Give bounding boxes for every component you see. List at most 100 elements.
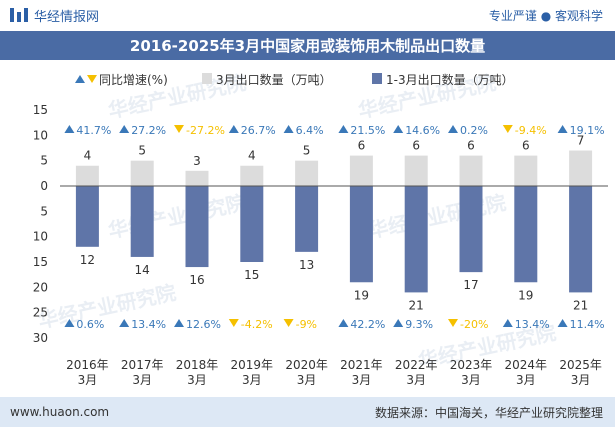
growth-monthly-label: -27.2% [186, 124, 225, 137]
growth-cumulative-up-triangle-icon [119, 319, 130, 327]
y-tick-label: 30 [33, 331, 48, 345]
y-tick-label: 20 [33, 280, 48, 294]
bar-cumulative [569, 186, 593, 293]
growth-monthly-label: 26.7% [241, 124, 276, 137]
bar-cumulative-label: 12 [80, 253, 95, 267]
bar-monthly [514, 155, 538, 186]
growth-cumulative-up-triangle-icon [174, 319, 184, 327]
bar-monthly [459, 155, 483, 186]
legend-growth-label: 同比增速(%) [99, 73, 168, 87]
x-tick-label: 2024年 3月 [505, 358, 548, 387]
x-tick-label: 2019年 3月 [231, 358, 274, 387]
y-tick-label: 15 [33, 255, 48, 269]
growth-monthly-label: 41.7% [76, 124, 111, 137]
bar-monthly [404, 155, 428, 186]
growth-monthly-up-triangle-icon [119, 125, 130, 133]
x-tick-label: 2022年 3月 [395, 358, 438, 387]
growth-cumulative-label: 0.6% [76, 318, 104, 331]
growth-cumulative-label: -20% [460, 318, 488, 331]
growth-monthly-label: 27.2% [131, 124, 166, 137]
bar-monthly [240, 165, 264, 186]
bar-cumulative [185, 186, 209, 268]
growth-monthly-down-triangle-icon [502, 125, 513, 133]
bar-cumulative-label: 19 [354, 288, 369, 302]
bar-cumulative-label: 19 [518, 288, 533, 302]
bar-cumulative-label: 16 [189, 273, 204, 287]
bar-monthly-label: 6 [522, 139, 530, 153]
bar-monthly-label: 5 [138, 144, 146, 158]
y-tick-label: 15 [33, 103, 48, 117]
bar-cumulative [404, 186, 428, 293]
x-tick-label: 2016年 3月 [66, 358, 109, 387]
bar-monthly [185, 170, 209, 186]
growth-cumulative-up-triangle-icon [64, 319, 75, 327]
brand: 华经情报网 [10, 6, 99, 25]
growth-monthly-down-triangle-icon [174, 125, 184, 133]
y-tick-label: 5 [40, 204, 48, 218]
growth-cumulative-down-triangle-icon [448, 319, 458, 327]
growth-cumulative-label: 13.4% [131, 318, 166, 331]
bar-monthly [75, 165, 99, 186]
legend-cumulative-swatch [372, 73, 382, 84]
footer-source: 数据来源：中国海关，华经产业研究院整理 [374, 405, 603, 420]
bar-cumulative-label: 21 [409, 298, 424, 312]
y-tick-label: 10 [33, 128, 48, 142]
bar-monthly-label: 6 [467, 139, 475, 153]
bar-cumulative [514, 186, 538, 283]
growth-cumulative-label: 13.4% [515, 318, 550, 331]
growth-monthly-up-triangle-icon [64, 125, 75, 133]
growth-monthly-up-triangle-icon [393, 125, 404, 133]
bar-cumulative [459, 186, 483, 273]
growth-monthly-label: 0.2% [460, 124, 488, 137]
growth-monthly-label: 19.1% [570, 124, 605, 137]
bar-cumulative [295, 186, 319, 252]
bar-cumulative [130, 186, 154, 257]
watermark-3: 华经产业研究院 [366, 190, 508, 243]
growth-monthly-up-triangle-icon [557, 125, 568, 133]
legend-down-triangle-icon [87, 75, 97, 83]
top-bar: 华经情报网 专业严谨 ● 客观科学 [0, 0, 615, 30]
x-tick-label: 2020年 3月 [285, 358, 328, 387]
chart-title-bar: 2016-2025年3月中国家用或装饰用木制品出口数量 [0, 31, 615, 60]
growth-cumulative-label: 12.6% [186, 318, 221, 331]
footer-website[interactable]: www.huaon.com [10, 405, 110, 419]
growth-cumulative-label: -4.2% [241, 318, 273, 331]
slogan: 专业严谨 ● 客观科学 [488, 8, 603, 23]
brand-logo-icon [10, 8, 28, 22]
legend-monthly-label: 3月出口数量（万吨） [216, 72, 332, 87]
growth-monthly-up-triangle-icon [448, 125, 458, 133]
growth-cumulative-down-triangle-icon [283, 319, 294, 327]
growth-cumulative-down-triangle-icon [228, 319, 239, 327]
growth-monthly-label: 14.6% [405, 124, 440, 137]
brand-name: 华经情报网 [34, 9, 100, 25]
x-tick-label: 2025年 3月 [559, 358, 602, 387]
bar-monthly [349, 155, 373, 186]
bar-cumulative [240, 186, 264, 262]
bar-cumulative-label: 13 [299, 258, 314, 272]
growth-monthly-up-triangle-icon [283, 125, 294, 133]
bar-monthly [295, 160, 319, 186]
growth-cumulative-label: 9.3% [405, 318, 433, 331]
growth-cumulative-up-triangle-icon [393, 319, 404, 327]
growth-cumulative-label: -9% [296, 318, 317, 331]
x-tick-label: 2018年 3月 [176, 358, 219, 387]
growth-monthly-up-triangle-icon [228, 125, 239, 133]
growth-cumulative-up-triangle-icon [502, 319, 513, 327]
bar-cumulative-label: 14 [135, 263, 150, 277]
bar-monthly [130, 160, 154, 186]
bar-monthly [569, 150, 593, 186]
bar-cumulative [349, 186, 373, 283]
growth-monthly-label: 21.5% [350, 124, 385, 137]
legend-monthly-swatch [202, 73, 212, 84]
y-tick-label: 5 [40, 154, 48, 168]
legend-up-triangle-icon [75, 75, 85, 83]
y-tick-label: 10 [33, 230, 48, 244]
y-tick-label: 0 [40, 179, 48, 193]
bar-cumulative-label: 15 [244, 268, 259, 282]
growth-monthly-label: -9.4% [515, 124, 547, 137]
bar-monthly-label: 3 [193, 154, 201, 168]
bar-monthly-label: 4 [248, 149, 256, 163]
x-tick-label: 2021年 3月 [340, 358, 383, 387]
bar-monthly-label: 6 [358, 139, 366, 153]
